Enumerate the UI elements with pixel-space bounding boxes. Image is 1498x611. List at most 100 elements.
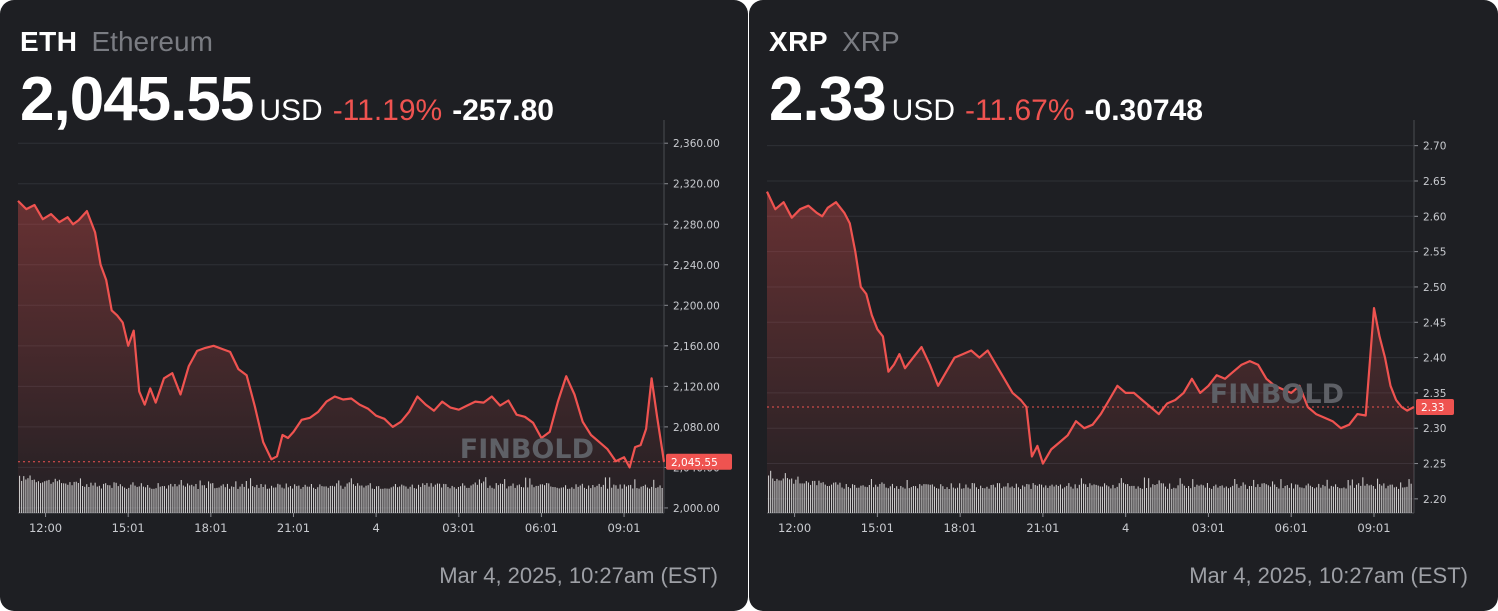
xrp-volume-bar (1118, 483, 1120, 513)
xrp-volume-bar (1190, 488, 1192, 513)
xrp-price-chart[interactable]: 2.20 2.25 2.30 2.35 2.40 2.45 2.50 2.55 2.60 2.65… (749, 120, 1498, 540)
xrp-volume-bar (1288, 487, 1290, 513)
xrp-volume-bar (1356, 484, 1358, 513)
xrp-volume-bar (1131, 485, 1133, 513)
eth-volume-bar (245, 481, 247, 513)
eth-volume-bar (203, 485, 205, 513)
xrp-volume-bar (1167, 488, 1169, 513)
eth-volume-bar (401, 484, 403, 513)
xrp-volume-bar (1154, 485, 1156, 513)
xrp-volume-bar (828, 485, 830, 513)
xrp-volume-bar (1223, 487, 1225, 513)
eth-volume-bar (31, 480, 33, 513)
eth-volume-bar (630, 484, 632, 513)
eth-volume-bar (25, 479, 27, 513)
eth-volume-bar (275, 487, 277, 513)
eth-volume-bar (342, 488, 344, 513)
xrp-volume-bar (1402, 487, 1404, 513)
eth-volume-bar (369, 483, 371, 513)
xrp-volume-bar (1297, 484, 1299, 513)
xrp-volume-bar (864, 486, 866, 513)
xrp-volume-bar (858, 487, 860, 513)
eth-volume-bar (604, 477, 606, 513)
xrp-volume-bar (946, 487, 948, 513)
eth-volume-bar (464, 485, 466, 513)
xrp-volume-bar (1290, 483, 1292, 513)
eth-volume-bar (462, 483, 464, 513)
eth-current-price-badge (666, 453, 732, 470)
eth-volume-bar (268, 488, 270, 513)
eth-volume-bar (35, 482, 37, 513)
xrp-volume-bar (1074, 484, 1076, 513)
eth-volume-bar (474, 482, 476, 513)
xrp-volume-bar (992, 484, 994, 513)
eth-volume-bar (527, 487, 529, 513)
xrp-volume-bar (894, 488, 896, 513)
xrp-volume-bar (1234, 479, 1236, 513)
eth-volume-bar (344, 486, 346, 513)
xrp-volume-bar (923, 484, 925, 513)
eth-volume-bar (481, 483, 483, 513)
eth-volume-bar (237, 488, 239, 513)
eth-current-price-label: 2,045.55 (671, 457, 718, 469)
eth-volume-bar (331, 485, 333, 513)
eth-y-tick-label: 2,240.00 (673, 260, 720, 272)
eth-volume-bar (628, 485, 630, 513)
xrp-volume-bar (1093, 484, 1095, 513)
eth-volume-bar (302, 487, 304, 513)
xrp-volume-bar (1370, 484, 1372, 513)
eth-volume-bars (19, 475, 663, 513)
xrp-x-tick-label: 18:01 (944, 521, 977, 535)
eth-price-chart[interactable]: 2,000.002,040.002,080.002,120.002,160.00… (0, 120, 748, 540)
eth-volume-bar (644, 484, 646, 513)
eth-x-tick-label: 21:01 (277, 521, 310, 535)
xrp-volume-bar (1112, 484, 1114, 513)
eth-volume-bar (598, 483, 600, 513)
xrp-volume-bar (807, 482, 809, 513)
xrp-volume-bar (784, 473, 786, 513)
eth-volume-bar (439, 483, 441, 513)
eth-volume-bar (355, 485, 357, 513)
xrp-volume-bar (1213, 486, 1215, 513)
xrp-volume-bar (1337, 487, 1339, 513)
xrp-volume-bar (1345, 488, 1347, 513)
eth-volume-bar (441, 487, 443, 513)
xrp-volume-bar (1259, 487, 1261, 513)
xrp-volume-bar (770, 470, 772, 513)
eth-volume-bar (357, 483, 359, 513)
xrp-volume-bar (1099, 486, 1101, 513)
eth-volume-bar (607, 488, 609, 513)
xrp-volume-bar (1395, 486, 1397, 513)
eth-volume-bar (537, 485, 539, 513)
eth-volume-bar (46, 480, 48, 513)
xrp-volume-bar (1041, 484, 1043, 513)
xrp-y-tick-label: 2.55 (1423, 247, 1446, 259)
eth-volume-bar (588, 485, 590, 513)
xrp-volume-bar (1286, 485, 1288, 513)
eth-volume-bar (90, 482, 92, 513)
xrp-volume-bar (898, 488, 900, 513)
xrp-volume-bar (944, 489, 946, 513)
xrp-volume-bar (1133, 485, 1135, 513)
eth-volume-bar (98, 485, 100, 513)
xrp-volume-bar (1087, 487, 1089, 513)
xrp-volume-bar (1353, 487, 1355, 513)
eth-volume-bar (23, 476, 25, 513)
xrp-volume-bar (900, 486, 902, 513)
eth-volume-bar (600, 486, 602, 513)
eth-currency: USD (259, 94, 323, 127)
eth-volume-bar (298, 485, 300, 513)
eth-volume-bar (266, 488, 268, 513)
xrp-volume-bar (1267, 485, 1269, 513)
eth-volume-bar (394, 484, 396, 513)
eth-volume-bar (285, 483, 287, 513)
xrp-volume-bar (1318, 483, 1320, 513)
xrp-volume-bar (1389, 484, 1391, 513)
eth-volume-bar (649, 488, 651, 513)
eth-volume-bar (231, 486, 233, 513)
eth-volume-bar (445, 484, 447, 513)
xrp-volume-bar (1211, 488, 1213, 513)
xrp-volume-bar (919, 484, 921, 513)
xrp-volume-bar (986, 486, 988, 513)
eth-volume-bar (250, 478, 252, 513)
